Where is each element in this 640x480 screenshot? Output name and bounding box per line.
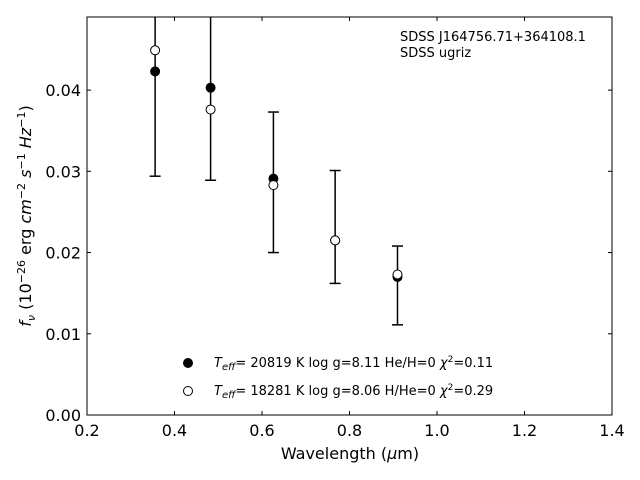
- legend-entry-open: Teff= 18281 K log g=8.06 H/He=0 χ2=0.29: [214, 383, 493, 401]
- x-tick-label: 1.2: [512, 421, 537, 440]
- annotation-bands: SDSS ugriz: [400, 46, 471, 61]
- data-point-open: [205, 104, 216, 115]
- x-tick-label: 0.2: [74, 421, 99, 440]
- x-tick-label: 0.8: [337, 421, 362, 440]
- y-tick-label: 0.04: [45, 81, 81, 100]
- ticks: 0.2 0.4 0.6 0.8 1.0 1.2 1.4 0.00 0.01 0.02 0.03 0.0…: [45, 17, 625, 440]
- data-point-open: [268, 180, 279, 191]
- data-point-open: [392, 269, 403, 280]
- y-tick-label: 0.02: [45, 244, 81, 263]
- x-tick-label: 1.4: [599, 421, 624, 440]
- y-tick-label: 0.00: [45, 406, 81, 425]
- x-tick-label: 0.4: [162, 421, 187, 440]
- x-tick-label: 1.0: [424, 421, 449, 440]
- data-point-open: [330, 235, 341, 246]
- x-axis-label: Wavelength (μm): [281, 444, 419, 463]
- x-tick-label: 0.6: [249, 421, 274, 440]
- annotation-object: SDSS J164756.71+364108.1: [400, 30, 586, 45]
- data-point-filled: [205, 82, 216, 93]
- legend-marker-open: [183, 386, 193, 396]
- data-points: [150, 45, 403, 282]
- y-tick-label: 0.03: [45, 162, 81, 181]
- error-bars: [149, 17, 403, 326]
- legend: Teff= 20819 K log g=8.11 He/H=0 χ2=0.11 …: [183, 355, 493, 401]
- legend-marker-filled: [183, 358, 193, 368]
- y-axis-label: fν (10−26 erg cm−2 s−1 Hz−1): [15, 105, 38, 326]
- data-point-filled: [150, 66, 161, 77]
- legend-entry-filled: Teff= 20819 K log g=8.11 He/H=0 χ2=0.11: [214, 355, 493, 373]
- data-point-open: [150, 45, 161, 56]
- plot-area: [86, 16, 613, 416]
- y-tick-label: 0.01: [45, 325, 81, 344]
